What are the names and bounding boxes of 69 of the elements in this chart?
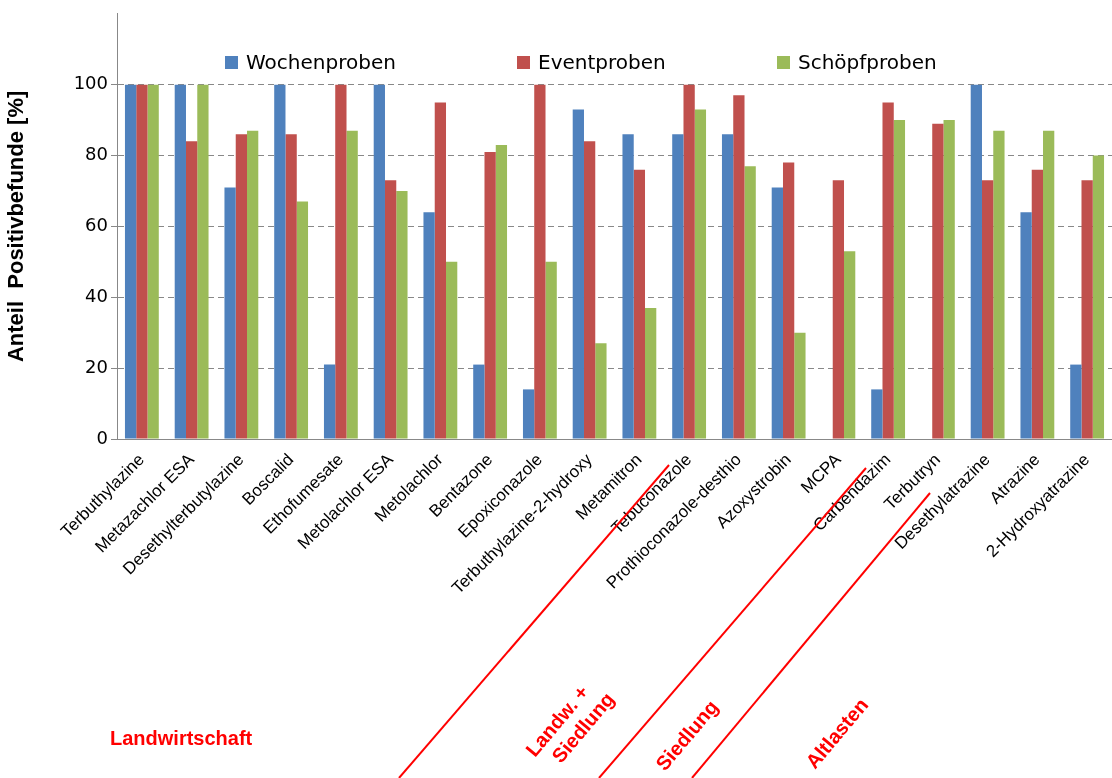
bar bbox=[124, 84, 137, 439]
bar bbox=[893, 120, 906, 439]
bar bbox=[1081, 180, 1093, 439]
legend-label: Schöpfproben bbox=[798, 50, 937, 74]
bar bbox=[721, 134, 734, 439]
bar bbox=[733, 95, 745, 439]
bar bbox=[323, 364, 336, 439]
bar bbox=[882, 102, 894, 439]
bar bbox=[247, 130, 259, 439]
bar bbox=[771, 187, 783, 439]
bar bbox=[285, 134, 297, 439]
bar bbox=[1070, 364, 1082, 439]
bar bbox=[185, 141, 198, 439]
bar bbox=[147, 84, 159, 439]
y-tick-label: 0 bbox=[96, 426, 108, 448]
bar bbox=[235, 134, 248, 439]
y-axis-title: Anteil Positivbefunde [%] bbox=[3, 90, 29, 363]
bar bbox=[572, 109, 584, 439]
bar bbox=[346, 130, 358, 439]
bar bbox=[744, 166, 756, 439]
bar bbox=[1031, 169, 1044, 439]
bar bbox=[683, 84, 695, 439]
y-tick-label: 100 bbox=[73, 72, 108, 94]
bar bbox=[970, 84, 982, 439]
y-tick-label: 80 bbox=[85, 143, 108, 165]
legend-label: Eventproben bbox=[538, 50, 666, 74]
bar bbox=[583, 141, 596, 439]
bar bbox=[871, 389, 883, 439]
bar bbox=[782, 162, 795, 439]
bar bbox=[534, 84, 546, 439]
bar bbox=[993, 130, 1005, 439]
bar bbox=[136, 84, 148, 439]
bar bbox=[335, 84, 347, 439]
y-tick-label: 40 bbox=[85, 284, 108, 306]
bar bbox=[522, 389, 535, 439]
bar bbox=[423, 212, 435, 439]
bar bbox=[633, 169, 646, 439]
y-tick-label: 20 bbox=[85, 355, 108, 377]
bar bbox=[434, 102, 447, 439]
bar bbox=[595, 343, 607, 439]
bar bbox=[622, 134, 634, 439]
y-tick-label: 60 bbox=[85, 214, 108, 236]
bar bbox=[484, 151, 496, 439]
bar bbox=[446, 261, 458, 439]
bar bbox=[932, 123, 944, 439]
bar bbox=[672, 134, 684, 439]
bar bbox=[832, 180, 845, 439]
legend-label: Wochenproben bbox=[246, 50, 396, 74]
bar bbox=[384, 180, 397, 439]
bar bbox=[495, 144, 508, 439]
bar bbox=[174, 84, 186, 439]
bar bbox=[473, 364, 485, 439]
bar bbox=[396, 190, 408, 439]
bar bbox=[373, 84, 385, 439]
bar bbox=[224, 187, 236, 439]
bar bbox=[981, 180, 994, 439]
bar bbox=[1043, 130, 1055, 439]
bar bbox=[1020, 212, 1032, 439]
bar bbox=[645, 307, 657, 439]
bar bbox=[296, 201, 309, 439]
bar bbox=[197, 84, 209, 439]
bar bbox=[794, 332, 806, 439]
bar bbox=[545, 261, 557, 439]
bar bbox=[1092, 155, 1105, 439]
bar bbox=[694, 109, 707, 439]
text: Landwirtschaft bbox=[110, 727, 253, 749]
bar bbox=[844, 251, 856, 439]
bar bbox=[274, 84, 286, 439]
bar bbox=[943, 120, 955, 439]
